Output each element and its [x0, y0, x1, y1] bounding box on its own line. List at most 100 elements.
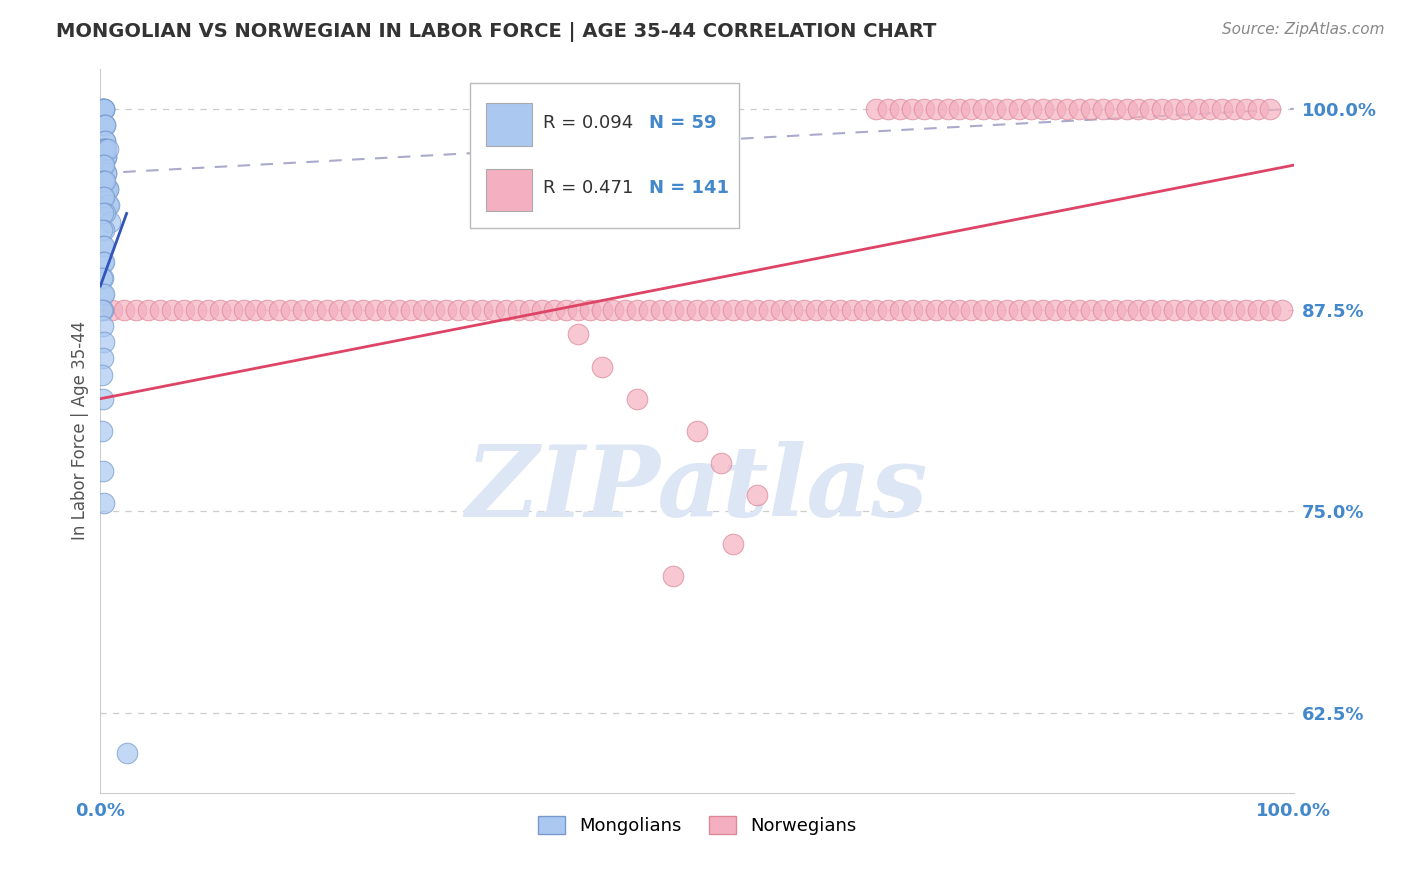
Point [112, 303, 135, 318]
Point [93, 190, 115, 204]
Point [173, 303, 195, 318]
Point [98, 214, 121, 228]
Text: Source: ZipAtlas.com: Source: ZipAtlas.com [1222, 22, 1385, 37]
Point [734, 303, 756, 318]
Point [96, 166, 118, 180]
FancyBboxPatch shape [485, 103, 533, 146]
Point [710, 456, 733, 470]
Point [91, 255, 114, 269]
Point [984, 102, 1007, 116]
Text: MONGOLIAN VS NORWEGIAN IN LABOR FORCE | AGE 35-44 CORRELATION CHART: MONGOLIAN VS NORWEGIAN IN LABOR FORCE | … [56, 22, 936, 42]
Point [830, 303, 852, 318]
Point [591, 303, 613, 318]
Point [90, 174, 112, 188]
Point [256, 303, 278, 318]
Point [745, 303, 768, 318]
Point [1139, 102, 1161, 116]
Point [697, 303, 720, 318]
Point [1043, 303, 1066, 318]
Point [91, 464, 114, 478]
Point [865, 303, 887, 318]
Point [662, 303, 685, 318]
Point [90, 102, 112, 116]
Point [1008, 303, 1031, 318]
Text: N = 141: N = 141 [650, 179, 730, 197]
Point [1091, 102, 1114, 116]
Point [1139, 303, 1161, 318]
Point [93, 102, 115, 116]
Point [90, 271, 112, 285]
Point [94, 142, 117, 156]
Point [506, 303, 529, 318]
Point [93, 158, 115, 172]
Point [364, 303, 387, 318]
Point [1152, 102, 1174, 116]
Point [877, 303, 900, 318]
Point [1258, 303, 1281, 318]
Point [614, 303, 637, 318]
Point [662, 569, 685, 583]
Point [96, 166, 118, 180]
Point [1175, 102, 1198, 116]
Point [91, 190, 114, 204]
Point [388, 303, 411, 318]
Point [972, 102, 994, 116]
Point [412, 303, 434, 318]
Point [184, 303, 207, 318]
Point [94, 134, 117, 148]
Point [96, 142, 118, 156]
Point [90, 222, 112, 236]
Point [1258, 102, 1281, 116]
Point [865, 102, 887, 116]
Point [900, 102, 922, 116]
Point [434, 303, 457, 318]
Point [936, 102, 959, 116]
Point [769, 303, 792, 318]
Point [482, 303, 505, 318]
Point [90, 303, 112, 318]
Point [1091, 303, 1114, 318]
Point [793, 303, 815, 318]
Point [93, 102, 115, 116]
Point [96, 182, 118, 196]
Point [912, 102, 935, 116]
Point [900, 303, 922, 318]
Point [375, 303, 398, 318]
Point [1104, 303, 1126, 318]
Point [96, 182, 118, 196]
Point [93, 335, 115, 350]
Point [93, 255, 115, 269]
Point [93, 222, 115, 236]
Point [626, 392, 648, 406]
Point [399, 303, 422, 318]
Point [889, 102, 911, 116]
Point [1128, 303, 1150, 318]
Point [1199, 102, 1222, 116]
Point [96, 142, 118, 156]
Point [686, 303, 709, 318]
Point [1032, 102, 1054, 116]
Point [758, 303, 780, 318]
Point [91, 351, 114, 366]
Point [160, 303, 183, 318]
Point [673, 303, 696, 318]
Point [1271, 303, 1294, 318]
Point [1152, 303, 1174, 318]
Point [316, 303, 339, 318]
Point [591, 359, 613, 374]
Point [554, 303, 576, 318]
Point [149, 303, 172, 318]
Point [686, 424, 709, 438]
Point [91, 206, 114, 220]
Point [280, 303, 302, 318]
Point [567, 303, 589, 318]
Point [93, 142, 115, 156]
Point [853, 303, 876, 318]
Point [91, 271, 114, 285]
Point [91, 287, 114, 301]
Point [91, 102, 114, 116]
Point [984, 303, 1007, 318]
Point [94, 206, 117, 220]
Point [93, 142, 115, 156]
Point [93, 102, 115, 116]
